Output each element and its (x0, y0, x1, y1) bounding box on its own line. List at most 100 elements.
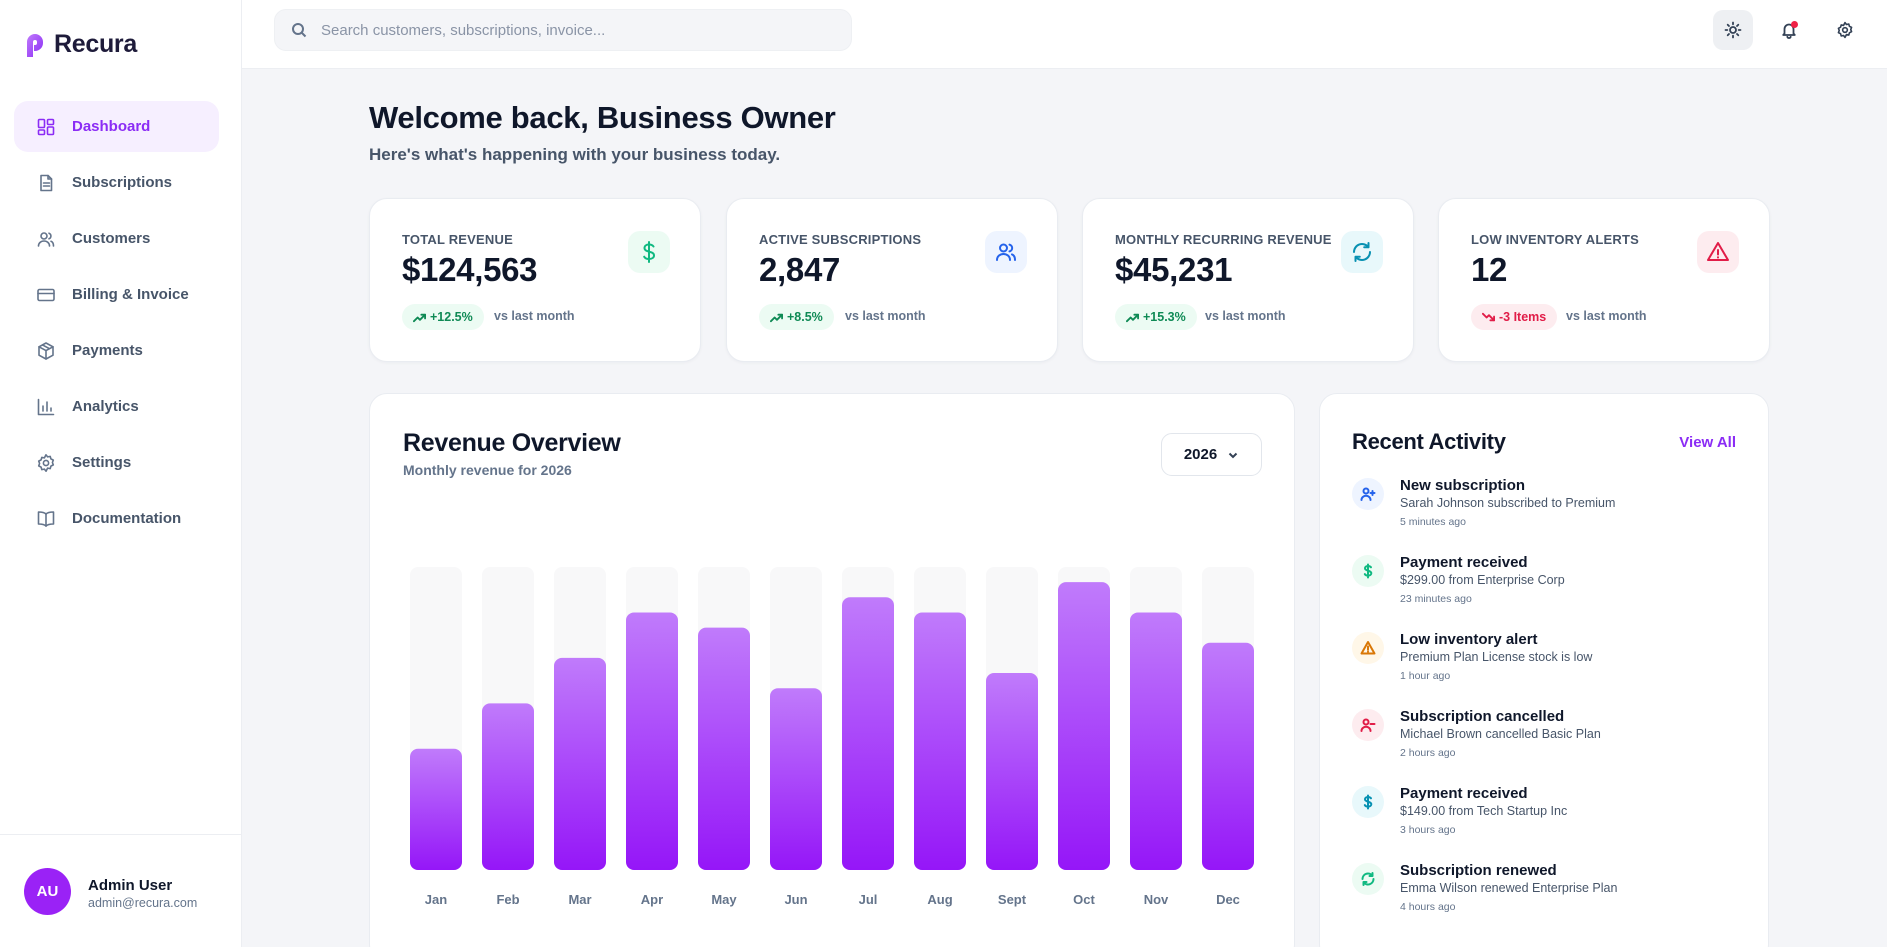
search-input[interactable] (321, 21, 821, 39)
x-tick-label: Aug (927, 892, 952, 907)
bar-dec[interactable] (1202, 642, 1254, 870)
x-tick-label: Jan (425, 892, 447, 907)
sidebar-item-label: Subscriptions (72, 174, 173, 191)
activity-item-desc: $149.00 from Tech Startup Inc (1400, 804, 1568, 818)
stat-card-low-inventory: LOW INVENTORY ALERTS 12 -3 Items vs last… (1438, 198, 1770, 362)
x-tick-label: Mar (568, 892, 591, 907)
package-icon (36, 341, 56, 361)
dollar-icon (1352, 786, 1384, 818)
activity-item[interactable]: Payment received $299.00 from Enterprise… (1352, 554, 1742, 620)
activity-item-title: Subscription cancelled (1400, 708, 1565, 725)
stat-label: TOTAL REVENUE (402, 232, 513, 247)
sidebar-item-billing[interactable]: Billing & Invoice (14, 269, 219, 320)
sidebar-item-dashboard[interactable]: Dashboard (14, 101, 219, 152)
search-bar (274, 9, 852, 51)
stat-value: 2,847 (759, 251, 841, 288)
stat-comparison: vs last month (845, 309, 926, 323)
chart-title: Revenue Overview (403, 429, 621, 457)
bar-apr[interactable] (626, 612, 678, 870)
search-icon (292, 23, 307, 38)
brand[interactable]: Recura (24, 30, 137, 59)
user-profile[interactable]: AU Admin User admin@recura.com (0, 834, 241, 947)
bar-mar[interactable] (554, 657, 606, 870)
trending-up-icon (770, 313, 783, 322)
user-name: Admin User (88, 877, 173, 894)
sidebar: Recura Dashboard Subscriptions Customers… (0, 0, 242, 947)
theme-toggle-button[interactable] (1713, 10, 1753, 50)
stat-value: $124,563 (402, 251, 538, 288)
sidebar-item-label: Billing & Invoice (72, 286, 189, 303)
view-all-link[interactable]: View All (1679, 434, 1736, 451)
sidebar-item-subscriptions[interactable]: Subscriptions (14, 157, 219, 208)
sidebar-item-label: Settings (72, 454, 132, 471)
alert-triangle-icon (1697, 231, 1739, 273)
activity-item-time: 2 hours ago (1400, 747, 1456, 759)
bar-sept[interactable] (986, 673, 1038, 870)
topbar (242, 0, 1887, 69)
activity-item-title: Payment received (1400, 554, 1528, 571)
users-icon (36, 229, 56, 249)
sidebar-item-label: Payments (72, 342, 143, 359)
activity-item-desc: Premium Plan License stock is low (1400, 650, 1593, 664)
stat-comparison: vs last month (1205, 309, 1286, 323)
stat-label: LOW INVENTORY ALERTS (1471, 232, 1639, 247)
chart-subtitle: Monthly revenue for 2026 (403, 462, 572, 478)
revenue-overview-card: Revenue Overview Monthly revenue for 202… (369, 393, 1295, 947)
notification-dot (1791, 21, 1798, 28)
sidebar-nav: Dashboard Subscriptions Customers Billin… (14, 101, 219, 549)
stat-change-badge: +15.3% (1115, 304, 1197, 330)
year-select[interactable]: 2026 (1161, 433, 1262, 476)
sidebar-item-label: Analytics (72, 398, 139, 415)
document-icon (36, 173, 56, 193)
credit-card-icon (36, 285, 56, 305)
activity-item-time: 23 minutes ago (1400, 593, 1472, 605)
bar-jun[interactable] (770, 688, 822, 870)
stat-change-badge: -3 Items (1471, 304, 1558, 330)
gear-icon (36, 453, 56, 473)
activity-item[interactable]: Payment received $149.00 from Tech Start… (1352, 785, 1742, 851)
stat-label: ACTIVE SUBSCRIPTIONS (759, 232, 922, 247)
recent-activity-card: Recent Activity View All New subscriptio… (1319, 393, 1769, 947)
activity-item[interactable]: New subscription Sarah Johnson subscribe… (1352, 477, 1742, 543)
sidebar-item-documentation[interactable]: Documentation (14, 493, 219, 544)
sidebar-item-customers[interactable]: Customers (14, 213, 219, 264)
x-tick-label: Nov (1144, 892, 1169, 907)
bar-jul[interactable] (842, 597, 894, 870)
sidebar-item-label: Dashboard (72, 118, 151, 135)
bar-may[interactable] (698, 627, 750, 870)
bar-nov[interactable] (1130, 612, 1182, 870)
activity-item-desc: Michael Brown cancelled Basic Plan (1400, 727, 1601, 741)
bar-oct[interactable] (1058, 582, 1110, 870)
activity-item-title: Low inventory alert (1400, 631, 1538, 648)
activity-item-desc: Emma Wilson renewed Enterprise Plan (1400, 881, 1618, 895)
sidebar-item-settings[interactable]: Settings (14, 437, 219, 488)
activity-item[interactable]: Subscription renewed Emma Wilson renewed… (1352, 862, 1742, 928)
x-tick-label: Apr (641, 892, 663, 907)
brand-name: Recura (54, 30, 137, 58)
sidebar-item-label: Documentation (72, 510, 182, 527)
x-tick-label: Jul (859, 892, 878, 907)
notifications-button[interactable] (1769, 10, 1809, 50)
stat-comparison: vs last month (494, 309, 575, 323)
settings-button[interactable] (1825, 10, 1865, 50)
stat-value: $45,231 (1115, 251, 1233, 288)
stat-label: MONTHLY RECURRING REVENUE (1115, 232, 1332, 247)
user-minus-icon (1352, 709, 1384, 741)
activity-item-time: 5 minutes ago (1400, 516, 1466, 528)
bar-feb[interactable] (482, 703, 534, 870)
activity-title: Recent Activity (1352, 429, 1506, 454)
x-tick-label: Oct (1073, 892, 1095, 907)
gear-icon (1837, 21, 1853, 39)
avatar: AU (24, 868, 71, 915)
activity-item-desc: $299.00 from Enterprise Corp (1400, 573, 1565, 587)
activity-item-title: Payment received (1400, 785, 1528, 802)
sidebar-item-analytics[interactable]: Analytics (14, 381, 219, 432)
activity-item[interactable]: Low inventory alert Premium Plan License… (1352, 631, 1742, 697)
x-tick-label: Jun (784, 892, 807, 907)
bar-aug[interactable] (914, 612, 966, 870)
page-title: Welcome back, Business Owner (369, 100, 836, 135)
activity-item[interactable]: Subscription cancelled Michael Brown can… (1352, 708, 1742, 774)
sidebar-item-payments[interactable]: Payments (14, 325, 219, 376)
activity-item-title: New subscription (1400, 477, 1526, 494)
bar-jan[interactable] (410, 748, 462, 870)
